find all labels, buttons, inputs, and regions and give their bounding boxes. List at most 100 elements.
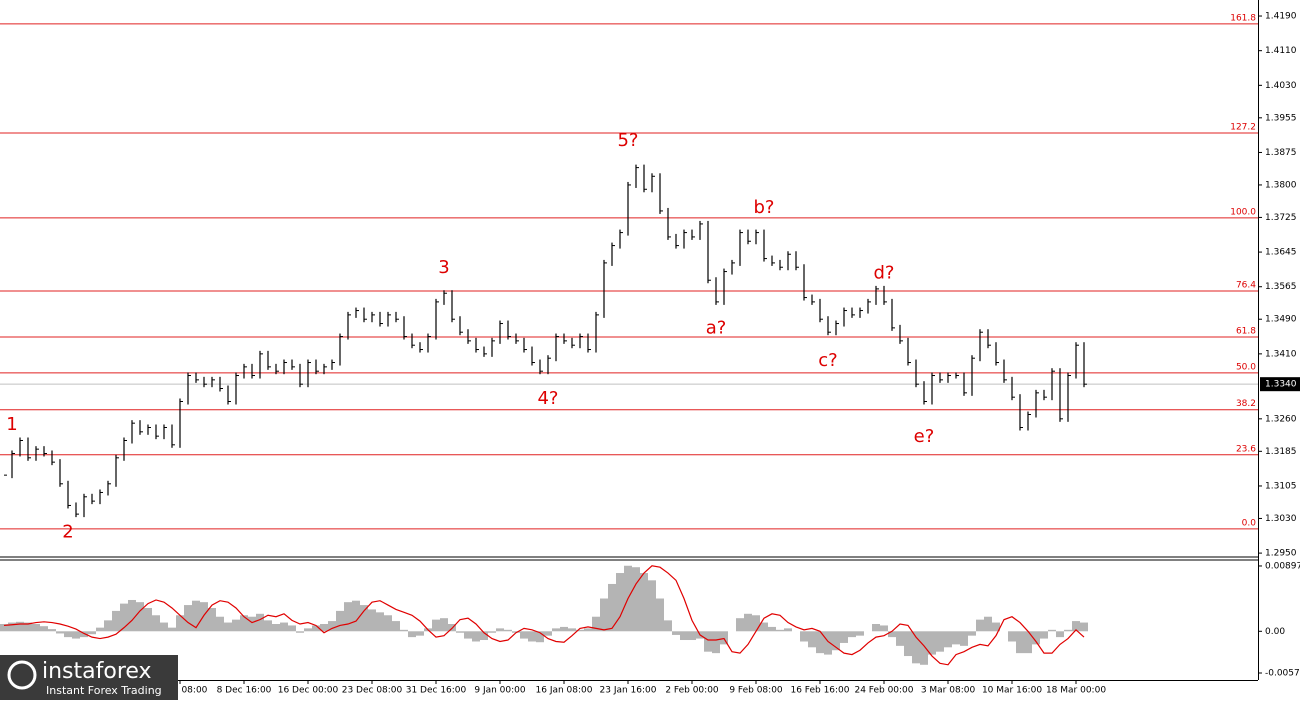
macd-bar [216,616,224,632]
macd-bar [560,626,568,632]
plot-layer: 161.8 127.2 100.0 76.4 61.8 50.0 38.2 23.6 0.0 1.… [0,12,1300,696]
macd-bar [304,628,312,632]
macd-bar [720,631,728,645]
macd-bar [184,605,192,632]
macd-bar [960,631,968,646]
y-tick-label: 1.3105 [1265,481,1297,491]
fib-label: 100.0 [1230,207,1256,217]
x-tick-label: 10 Mar 16:00 [982,686,1042,696]
macd-bar [752,615,760,632]
macd-bar [992,622,1000,632]
macd-bar [392,621,400,632]
wave-label: 1 [6,414,17,435]
logo-icon [7,660,37,690]
macd-bar [296,631,304,633]
macd-bar [416,631,424,636]
macd-bar [1032,631,1040,645]
macd-bar [800,631,808,642]
macd-bar [904,631,912,657]
macd-bar [952,631,960,645]
macd-bar [928,631,936,655]
x-tick-label: 3 Mar 08:00 [921,686,976,696]
macd-bar [376,612,384,632]
logo-tagline: Instant Forex Trading [46,684,162,697]
x-tick-label: 8 Dec 16:00 [217,686,272,696]
macd-bar [56,631,64,634]
macd-bar [944,631,952,648]
last-price-label: 1.3340 [1265,380,1297,390]
logo-name: instaforex [42,659,152,684]
x-tick-label: 23 Jan 16:00 [600,686,657,696]
x-tick-label: 16 Feb 16:00 [790,686,849,696]
macd-bar [712,631,720,654]
x-tick-label: 2 Feb 00:00 [665,686,719,696]
macd-bar [1064,629,1072,632]
macd-bar [936,631,944,652]
macd-bar [8,622,16,632]
macd-bar [432,619,440,632]
y-tick-label: 1.3490 [1265,315,1297,325]
macd-bar [1048,629,1056,632]
x-tick-label: 16 Jan 08:00 [536,686,593,696]
macd-bar [536,631,544,643]
macd-bar [88,631,96,635]
macd-bar [688,631,696,641]
macd-bar [768,626,776,632]
macd-bar [264,620,272,632]
macd-bar [600,598,608,632]
fib-label: 0.0 [1242,518,1257,528]
macd-bar [1080,622,1088,632]
signal-line [3,565,1085,666]
y-tick-label: 1.3955 [1265,113,1297,123]
macd-bar [136,602,144,632]
y-tick-label: 1.4190 [1265,12,1297,22]
macd-bar [512,631,520,633]
macd-bar [288,625,296,632]
macd-bar [680,631,688,641]
macd-bar [920,631,928,665]
macd-bar [400,629,408,632]
macd-bar [456,631,464,633]
wave-label: 5? [617,130,638,151]
macd-bar [912,631,920,664]
macd-bar [472,631,480,642]
macd-bar [744,613,752,632]
macd-bar [1056,631,1064,638]
y-tick-label: -0.00573 [1265,669,1300,679]
x-tick-label: 24 Feb 00:00 [854,686,913,696]
macd-bar [24,622,32,632]
macd-bar [40,626,48,632]
macd-bar [704,631,712,652]
y-tick-label: 1.3260 [1265,414,1297,424]
macd-bar [616,573,624,632]
macd-bar [120,603,128,632]
macd-bar [832,631,840,651]
macd-bar [672,631,680,635]
macd-bar [152,615,160,632]
macd-bar [568,628,576,632]
y-tick-label: 1.3185 [1265,447,1297,457]
macd-bar [872,624,880,632]
fib-label: 127.2 [1230,122,1256,132]
macd-bar [360,605,368,632]
x-tick-label: 9 Jan 00:00 [474,686,526,696]
macd-bar [528,631,536,642]
macd-bar [1024,631,1032,654]
fib-label: 23.6 [1236,444,1256,454]
macd-bar [632,567,640,632]
macd-bar [368,609,376,632]
y-tick-label: 1.3565 [1265,282,1297,292]
x-tick-label: 31 Dec 16:00 [406,686,467,696]
wave-label: 2 [62,522,73,543]
macd-bar [1008,631,1016,642]
logo-box [0,655,178,700]
macd-bar [576,629,584,632]
macd-bar [816,631,824,654]
macd-bar [648,580,656,632]
macd-bar [896,631,904,646]
macd-bar [1072,621,1080,632]
macd-bar [336,610,344,632]
macd-bar [488,631,496,633]
macd-bar [464,631,472,639]
